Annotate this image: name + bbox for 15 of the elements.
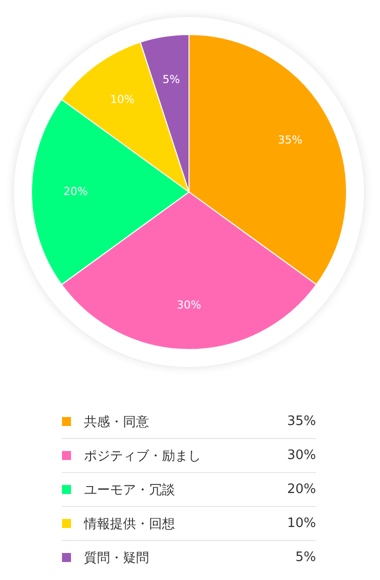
legend-label: 質問・疑問: [84, 550, 150, 566]
text: 20%: [287, 482, 316, 497]
data-label: 20%: [63, 184, 88, 198]
data-label: 10%: [110, 93, 135, 106]
text: 5%: [295, 550, 316, 565]
text: 30%: [287, 448, 316, 463]
legend-label: ユーモア・冗談: [84, 482, 176, 498]
legend-label: 情報提供・回想: [84, 516, 176, 532]
text: 35%: [287, 414, 316, 429]
data-label: 35%: [278, 133, 302, 146]
data-label: 30%: [176, 298, 202, 312]
text: 10%: [287, 516, 316, 531]
legend-label: ポジティブ・励まし: [84, 448, 202, 464]
data-label: 5%: [162, 72, 180, 86]
legend-label: 共感・同意: [84, 414, 150, 430]
